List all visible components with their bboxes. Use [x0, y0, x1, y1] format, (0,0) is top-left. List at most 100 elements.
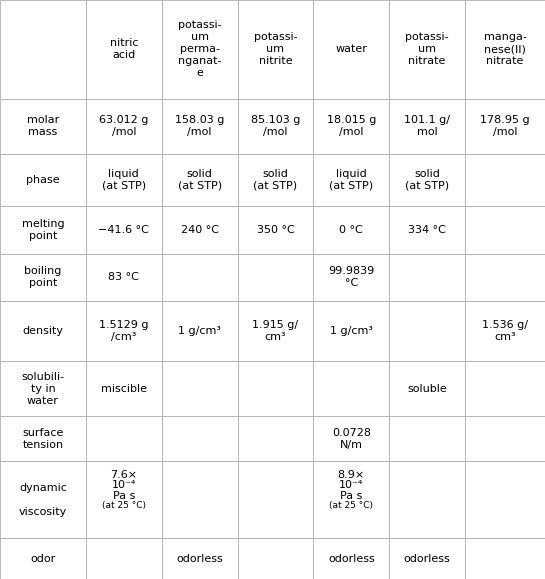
Bar [313, 206, 389, 254]
Text: 18.015 g
/mol: 18.015 g /mol [326, 115, 376, 137]
Bar [238, 98, 313, 153]
Bar [238, 538, 313, 579]
Text: −41.6 °C: −41.6 °C [98, 225, 149, 235]
Text: 10⁻⁴: 10⁻⁴ [112, 481, 136, 490]
Text: dynamic

viscosity: dynamic viscosity [19, 483, 67, 516]
Bar [389, 98, 465, 153]
Bar [86, 0, 162, 98]
Bar [86, 301, 162, 361]
Bar [86, 206, 162, 254]
Text: 63.012 g
/mol: 63.012 g /mol [99, 115, 148, 137]
Text: 158.03 g
/mol: 158.03 g /mol [175, 115, 225, 137]
Text: solid
(at STP): solid (at STP) [178, 169, 222, 191]
Bar [465, 0, 545, 98]
Text: 7.6×: 7.6× [110, 470, 137, 480]
Text: density: density [22, 326, 63, 336]
Bar [0, 416, 86, 461]
Bar [162, 301, 238, 361]
Bar [162, 206, 238, 254]
Bar [313, 361, 389, 416]
Bar [465, 206, 545, 254]
Bar [389, 538, 465, 579]
Bar [86, 461, 162, 538]
Bar [0, 461, 86, 538]
Bar [313, 461, 389, 538]
Bar [162, 538, 238, 579]
Bar [0, 206, 86, 254]
Bar [389, 0, 465, 98]
Bar [389, 361, 465, 416]
Text: Pa s: Pa s [113, 491, 135, 501]
Text: 0.0728
N/m: 0.0728 N/m [332, 428, 371, 450]
Text: melting
point: melting point [22, 219, 64, 241]
Bar [313, 254, 389, 301]
Text: odorless: odorless [404, 554, 451, 563]
Text: boiling
point: boiling point [25, 266, 62, 288]
Text: manga-
nese(II)
nitrate: manga- nese(II) nitrate [483, 32, 526, 67]
Bar [238, 254, 313, 301]
Bar [86, 416, 162, 461]
Bar [465, 361, 545, 416]
Text: water: water [335, 45, 367, 54]
Bar [238, 301, 313, 361]
Bar [465, 153, 545, 206]
Text: 83 °C: 83 °C [108, 273, 139, 283]
Bar [86, 98, 162, 153]
Bar [0, 153, 86, 206]
Text: 8.9×: 8.9× [338, 470, 365, 480]
Bar [86, 254, 162, 301]
Text: potassi-
um
nitrate: potassi- um nitrate [405, 32, 449, 67]
Bar [238, 461, 313, 538]
Text: odorless: odorless [328, 554, 374, 563]
Bar [0, 254, 86, 301]
Bar [313, 0, 389, 98]
Text: liquid
(at STP): liquid (at STP) [102, 169, 146, 191]
Bar [238, 416, 313, 461]
Text: odor: odor [31, 554, 56, 563]
Bar [0, 538, 86, 579]
Bar [465, 416, 545, 461]
Bar [465, 538, 545, 579]
Text: potassi-
um
nitrite: potassi- um nitrite [253, 32, 297, 67]
Text: 10⁻⁴: 10⁻⁴ [339, 481, 364, 490]
Bar [238, 0, 313, 98]
Bar [389, 254, 465, 301]
Bar [389, 153, 465, 206]
Text: 178.95 g
/mol: 178.95 g /mol [480, 115, 530, 137]
Text: 85.103 g
/mol: 85.103 g /mol [251, 115, 300, 137]
Bar [162, 98, 238, 153]
Bar [465, 98, 545, 153]
Bar [465, 301, 545, 361]
Bar [313, 538, 389, 579]
Bar [162, 254, 238, 301]
Text: 1 g/cm³: 1 g/cm³ [178, 326, 221, 336]
Text: 350 °C: 350 °C [257, 225, 294, 235]
Text: miscible: miscible [101, 383, 147, 394]
Bar [0, 301, 86, 361]
Text: (at 25 °C): (at 25 °C) [102, 501, 146, 510]
Bar [162, 361, 238, 416]
Bar [313, 153, 389, 206]
Text: solid
(at STP): solid (at STP) [405, 169, 449, 191]
Text: solid
(at STP): solid (at STP) [253, 169, 298, 191]
Bar [238, 206, 313, 254]
Bar [389, 461, 465, 538]
Bar [465, 461, 545, 538]
Text: potassi-
um
perma-
nganat-
e: potassi- um perma- nganat- e [178, 20, 221, 78]
Bar [162, 416, 238, 461]
Bar [389, 416, 465, 461]
Bar [162, 153, 238, 206]
Bar [162, 0, 238, 98]
Bar [238, 153, 313, 206]
Bar [0, 0, 86, 98]
Text: 101.1 g/
mol: 101.1 g/ mol [404, 115, 450, 137]
Text: 1.536 g/
cm³: 1.536 g/ cm³ [482, 320, 528, 342]
Bar [238, 361, 313, 416]
Bar [86, 153, 162, 206]
Text: 99.9839
°C: 99.9839 °C [328, 266, 374, 288]
Bar [313, 416, 389, 461]
Text: surface
tension: surface tension [22, 428, 64, 450]
Bar [465, 254, 545, 301]
Text: 334 °C: 334 °C [408, 225, 446, 235]
Text: odorless: odorless [176, 554, 223, 563]
